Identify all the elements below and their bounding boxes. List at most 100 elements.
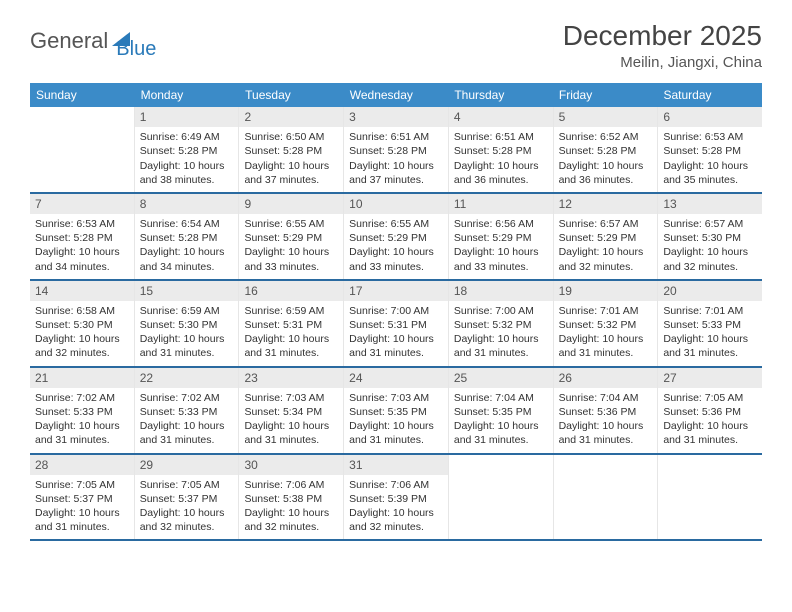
day-number: 10 [344, 194, 448, 214]
day-cell: 29Sunrise: 7:05 AMSunset: 5:37 PMDayligh… [135, 455, 240, 540]
day-body: Sunrise: 7:06 AMSunset: 5:39 PMDaylight:… [344, 475, 448, 540]
daylight1-line: Daylight: 10 hours [35, 419, 129, 433]
day-number: 8 [135, 194, 239, 214]
daylight1-line: Daylight: 10 hours [140, 245, 234, 259]
daylight1-line: Daylight: 10 hours [559, 332, 653, 346]
day-cell: 6Sunrise: 6:53 AMSunset: 5:28 PMDaylight… [658, 107, 762, 192]
sunrise-line: Sunrise: 7:06 AM [244, 478, 338, 492]
day-body: Sunrise: 7:00 AMSunset: 5:32 PMDaylight:… [449, 301, 553, 366]
sunset-line: Sunset: 5:30 PM [35, 318, 129, 332]
daylight2-line: and 31 minutes. [35, 433, 129, 447]
day-number: 31 [344, 455, 448, 475]
daylight1-line: Daylight: 10 hours [35, 245, 129, 259]
week-row: 7Sunrise: 6:53 AMSunset: 5:28 PMDaylight… [30, 194, 762, 281]
day-cell: 15Sunrise: 6:59 AMSunset: 5:30 PMDayligh… [135, 281, 240, 366]
daylight1-line: Daylight: 10 hours [349, 506, 443, 520]
day-number: 27 [658, 368, 762, 388]
sunset-line: Sunset: 5:36 PM [559, 405, 653, 419]
day-body: Sunrise: 7:02 AMSunset: 5:33 PMDaylight:… [135, 388, 239, 453]
day-number: 9 [239, 194, 343, 214]
daylight2-line: and 31 minutes. [35, 520, 129, 534]
day-cell: 9Sunrise: 6:55 AMSunset: 5:29 PMDaylight… [239, 194, 344, 279]
day-number: 5 [554, 107, 658, 127]
day-header: Tuesday [239, 83, 344, 107]
sunset-line: Sunset: 5:29 PM [559, 231, 653, 245]
day-body: Sunrise: 6:57 AMSunset: 5:30 PMDaylight:… [658, 214, 762, 279]
sunrise-line: Sunrise: 7:04 AM [454, 391, 548, 405]
day-body: Sunrise: 6:51 AMSunset: 5:28 PMDaylight:… [344, 127, 448, 192]
day-cell: 13Sunrise: 6:57 AMSunset: 5:30 PMDayligh… [658, 194, 762, 279]
daylight1-line: Daylight: 10 hours [349, 419, 443, 433]
sunrise-line: Sunrise: 7:00 AM [349, 304, 443, 318]
daylight1-line: Daylight: 10 hours [663, 332, 757, 346]
sunrise-line: Sunrise: 7:01 AM [559, 304, 653, 318]
sunrise-line: Sunrise: 6:56 AM [454, 217, 548, 231]
day-body: Sunrise: 6:53 AMSunset: 5:28 PMDaylight:… [658, 127, 762, 192]
daylight2-line: and 31 minutes. [454, 346, 548, 360]
daylight1-line: Daylight: 10 hours [559, 245, 653, 259]
day-body: Sunrise: 6:55 AMSunset: 5:29 PMDaylight:… [239, 214, 343, 279]
day-cell: 24Sunrise: 7:03 AMSunset: 5:35 PMDayligh… [344, 368, 449, 453]
sunset-line: Sunset: 5:28 PM [35, 231, 129, 245]
day-cell: 2Sunrise: 6:50 AMSunset: 5:28 PMDaylight… [239, 107, 344, 192]
daylight2-line: and 36 minutes. [454, 173, 548, 187]
sunrise-line: Sunrise: 7:05 AM [140, 478, 234, 492]
daylight2-line: and 34 minutes. [140, 260, 234, 274]
sunrise-line: Sunrise: 6:55 AM [244, 217, 338, 231]
daylight2-line: and 31 minutes. [140, 433, 234, 447]
daylight1-line: Daylight: 10 hours [244, 419, 338, 433]
day-body: Sunrise: 6:59 AMSunset: 5:31 PMDaylight:… [239, 301, 343, 366]
day-number: 22 [135, 368, 239, 388]
daylight2-line: and 33 minutes. [454, 260, 548, 274]
day-cell: 5Sunrise: 6:52 AMSunset: 5:28 PMDaylight… [554, 107, 659, 192]
weeks-container: 01Sunrise: 6:49 AMSunset: 5:28 PMDayligh… [30, 107, 762, 541]
sunrise-line: Sunrise: 6:55 AM [349, 217, 443, 231]
daylight1-line: Daylight: 10 hours [559, 159, 653, 173]
daylight1-line: Daylight: 10 hours [349, 159, 443, 173]
day-number: 30 [239, 455, 343, 475]
sunrise-line: Sunrise: 7:03 AM [244, 391, 338, 405]
day-body: Sunrise: 7:06 AMSunset: 5:38 PMDaylight:… [239, 475, 343, 540]
daylight1-line: Daylight: 10 hours [140, 159, 234, 173]
daylight1-line: Daylight: 10 hours [244, 159, 338, 173]
daylight2-line: and 32 minutes. [663, 260, 757, 274]
sunset-line: Sunset: 5:29 PM [244, 231, 338, 245]
day-number: 24 [344, 368, 448, 388]
sunset-line: Sunset: 5:37 PM [140, 492, 234, 506]
daylight2-line: and 31 minutes. [663, 433, 757, 447]
day-cell: 0 [30, 107, 135, 192]
sunrise-line: Sunrise: 7:02 AM [35, 391, 129, 405]
daylight2-line: and 31 minutes. [559, 433, 653, 447]
day-body: Sunrise: 7:02 AMSunset: 5:33 PMDaylight:… [30, 388, 134, 453]
daylight2-line: and 34 minutes. [35, 260, 129, 274]
sunset-line: Sunset: 5:29 PM [349, 231, 443, 245]
week-row: 01Sunrise: 6:49 AMSunset: 5:28 PMDayligh… [30, 107, 762, 194]
sunset-line: Sunset: 5:33 PM [140, 405, 234, 419]
day-cell: 17Sunrise: 7:00 AMSunset: 5:31 PMDayligh… [344, 281, 449, 366]
daylight1-line: Daylight: 10 hours [559, 419, 653, 433]
sunrise-line: Sunrise: 6:49 AM [140, 130, 234, 144]
day-cell: 12Sunrise: 6:57 AMSunset: 5:29 PMDayligh… [554, 194, 659, 279]
header: General Blue December 2025 Meilin, Jiang… [30, 20, 762, 71]
day-number: 20 [658, 281, 762, 301]
day-cell: 26Sunrise: 7:04 AMSunset: 5:36 PMDayligh… [554, 368, 659, 453]
sunset-line: Sunset: 5:35 PM [454, 405, 548, 419]
daylight1-line: Daylight: 10 hours [663, 159, 757, 173]
daylight2-line: and 38 minutes. [140, 173, 234, 187]
day-header: Saturday [657, 83, 762, 107]
sunrise-line: Sunrise: 6:53 AM [663, 130, 757, 144]
sunset-line: Sunset: 5:32 PM [559, 318, 653, 332]
daylight2-line: and 31 minutes. [559, 346, 653, 360]
day-body: Sunrise: 6:50 AMSunset: 5:28 PMDaylight:… [239, 127, 343, 192]
day-body: Sunrise: 7:01 AMSunset: 5:32 PMDaylight:… [554, 301, 658, 366]
day-body: Sunrise: 6:54 AMSunset: 5:28 PMDaylight:… [135, 214, 239, 279]
sunset-line: Sunset: 5:28 PM [349, 144, 443, 158]
sunrise-line: Sunrise: 7:04 AM [559, 391, 653, 405]
daylight2-line: and 36 minutes. [559, 173, 653, 187]
location-text: Meilin, Jiangxi, China [563, 54, 762, 71]
sunset-line: Sunset: 5:39 PM [349, 492, 443, 506]
daylight2-line: and 31 minutes. [140, 346, 234, 360]
sunrise-line: Sunrise: 7:06 AM [349, 478, 443, 492]
day-body: Sunrise: 6:58 AMSunset: 5:30 PMDaylight:… [30, 301, 134, 366]
daylight1-line: Daylight: 10 hours [140, 506, 234, 520]
